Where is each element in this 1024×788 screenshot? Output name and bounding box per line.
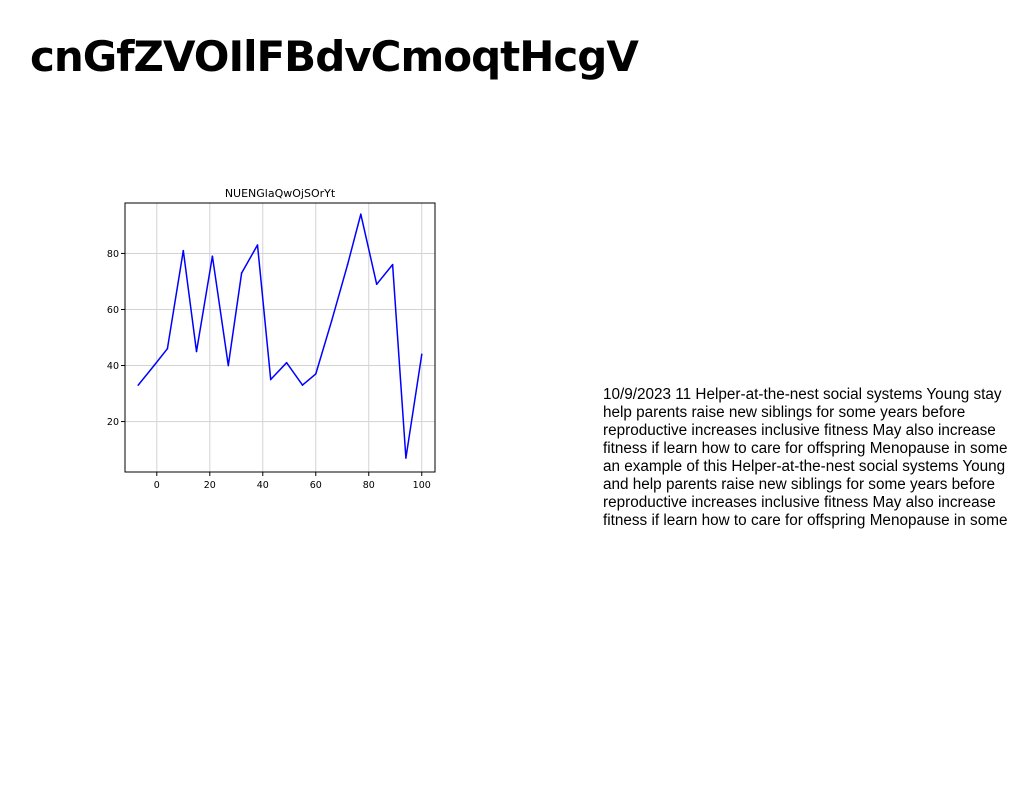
- data-point: [346, 263, 349, 266]
- grid-lines: [125, 203, 435, 472]
- page-title: cnGfZVOIlFBdvCmoqtHcgV: [30, 32, 639, 81]
- body-text: 10/9/2023 11 Helper-at-the-nest social s…: [603, 386, 1008, 529]
- plot-frame: [124, 202, 436, 473]
- chart-svg: NUENGlaQwOjSOrYt 0 20 40 60 80 100 20 40 60 80: [107, 187, 436, 491]
- data-point: [285, 361, 288, 364]
- y-tick-label: 80: [107, 249, 119, 260]
- x-tick-label: 60: [310, 480, 322, 491]
- y-tick-label: 40: [107, 361, 119, 372]
- axis-ticks: 0 20 40 60 80 100 20 40 60 80: [107, 249, 431, 491]
- data-point: [360, 213, 362, 216]
- data-point: [182, 249, 185, 252]
- data-point: [166, 347, 169, 350]
- x-tick-label: 80: [363, 480, 375, 491]
- data-point: [420, 353, 423, 356]
- x-tick-label: 20: [204, 480, 216, 491]
- series-layer: [137, 213, 423, 459]
- data-point: [256, 244, 259, 246]
- data-point: [211, 255, 214, 258]
- data-point: [137, 384, 140, 386]
- data-point: [153, 364, 155, 367]
- data-point: [195, 350, 198, 353]
- chart-title: NUENGlaQwOjSOrYt: [225, 187, 336, 200]
- data-point: [269, 378, 272, 381]
- series-line: [137, 213, 423, 459]
- x-tick-label: 100: [413, 480, 431, 491]
- data-point: [375, 283, 378, 286]
- data-point: [301, 384, 304, 386]
- data-point: [405, 457, 407, 459]
- data-point: [240, 272, 243, 274]
- data-point: [391, 263, 394, 266]
- data-point: [227, 364, 230, 367]
- y-tick-label: 60: [107, 305, 119, 316]
- data-point: [330, 319, 333, 322]
- data-point: [314, 373, 317, 375]
- line-chart: NUENGlaQwOjSOrYt 0 20 40 60 80 100 20 40 60 80: [95, 178, 445, 498]
- y-tick-label: 20: [107, 417, 119, 428]
- x-tick-label: 0: [154, 480, 160, 491]
- x-tick-label: 40: [257, 480, 269, 491]
